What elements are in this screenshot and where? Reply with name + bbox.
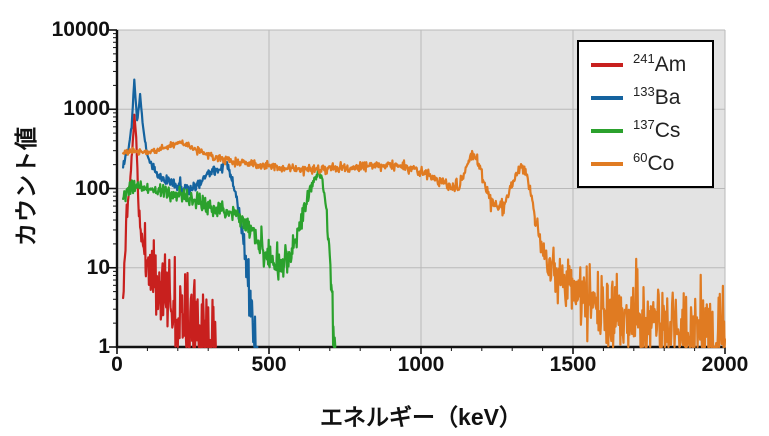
legend-swatch-cs137: [591, 128, 623, 133]
legend-element-ba133: Ba: [654, 86, 681, 110]
legend-swatch-ba133: [591, 95, 623, 100]
x-tick-label: 500: [251, 353, 287, 376]
legend-item-ba133: 133Ba: [591, 84, 700, 110]
legend-item-co60: 60Co: [591, 150, 700, 176]
x-tick-label: 0: [111, 353, 123, 376]
x-tick-label: 1500: [549, 353, 597, 376]
legend: 241Am 133Ba 137Cs 60Co: [577, 40, 714, 189]
y-tick-label: 1000: [63, 97, 110, 121]
legend-element-am241: Am: [654, 53, 687, 76]
legend-element-cs137: Cs: [654, 119, 681, 143]
legend-mass-co60: 60: [633, 150, 648, 166]
legend-mass-ba133: 133: [633, 84, 655, 100]
legend-label-co60: 60Co: [633, 150, 675, 176]
legend-swatch-co60: [591, 161, 623, 166]
y-tick-label: 10: [86, 255, 110, 279]
legend-label-cs137: 137Cs: [633, 117, 681, 143]
legend-item-am241: 241Am: [591, 51, 700, 76]
x-axis-title: エネルギー（keV）: [320, 404, 522, 430]
x-tick-label: 1000: [397, 353, 445, 376]
x-tick-label: 2000: [701, 353, 749, 376]
legend-mass-am241: 241: [633, 51, 655, 66]
legend-swatch-am241: [591, 62, 623, 67]
legend-mass-cs137: 137: [633, 117, 655, 133]
legend-element-co60: Co: [647, 152, 675, 176]
y-tick-label: 10000: [51, 18, 110, 41]
y-tick-label: 100: [74, 176, 110, 200]
y-tick-label: 1: [98, 335, 110, 358]
legend-label-ba133: 133Ba: [633, 84, 681, 110]
y-axis-title: カウント値: [13, 126, 39, 246]
legend-label-am241: 241Am: [633, 51, 687, 76]
legend-item-cs137: 137Cs: [591, 117, 700, 143]
